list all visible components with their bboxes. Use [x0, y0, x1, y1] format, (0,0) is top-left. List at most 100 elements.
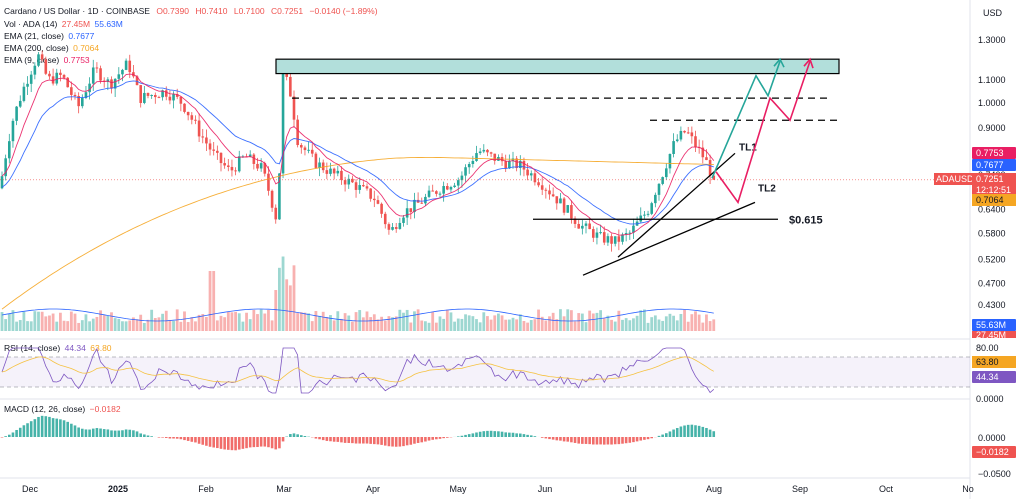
volume-bar: [142, 322, 146, 331]
volume-bar: [77, 322, 81, 331]
macd-histogram-bar: [91, 428, 95, 437]
volume-bar: [22, 311, 26, 331]
macd-histogram-bar: [73, 425, 77, 437]
volume-bar: [318, 315, 321, 331]
volume-bar: [427, 322, 431, 331]
candle-body: [613, 236, 617, 244]
volume-bar: [453, 321, 456, 331]
macd-histogram-bar: [227, 437, 230, 450]
candle-body: [478, 151, 482, 154]
candle-body: [303, 147, 307, 151]
candle-body: [307, 149, 310, 151]
macd-histogram-bar: [456, 436, 460, 437]
volume-bar: [380, 316, 383, 331]
macd-histogram-bar: [106, 429, 110, 437]
candle-body: [657, 183, 661, 195]
macd-histogram-bar: [194, 437, 197, 443]
macd-histogram-bar: [526, 434, 529, 437]
candle-body: [376, 200, 380, 204]
volume-bar: [219, 315, 223, 331]
macd-histogram-bar: [570, 437, 573, 443]
macd-histogram-bar: [51, 418, 55, 437]
volume-bar: [580, 313, 584, 331]
volume-bar: [190, 317, 194, 331]
candle-body: [632, 225, 635, 233]
volume-bar: [464, 314, 467, 331]
volume-bar: [95, 316, 99, 331]
tag-ema21: 0.7677: [976, 160, 1004, 170]
macd-histogram-bar: [424, 437, 427, 442]
candle-body: [259, 163, 263, 169]
candle-body: [526, 169, 529, 176]
candle-body: [617, 236, 621, 242]
trendline-tl2: [582, 201, 756, 276]
candle-body: [267, 173, 270, 191]
volume-bar: [296, 313, 300, 331]
volume-bar: [124, 321, 128, 331]
macd-histogram-bar: [113, 430, 117, 437]
candle-body: [33, 65, 37, 75]
candle-body: [88, 83, 91, 93]
volume-bars: [0, 256, 716, 331]
candles: [0, 50, 716, 252]
red-projection-arrow: [715, 60, 811, 205]
tag-macd-bg: [972, 446, 1016, 458]
macd-histogram-bar: [259, 437, 263, 447]
volume-bar: [566, 309, 570, 331]
volume-bar: [511, 317, 515, 331]
candle-body: [570, 205, 573, 219]
volume-bar: [621, 319, 624, 331]
macd-histogram-bar: [602, 437, 606, 445]
candle-body: [121, 69, 124, 75]
volume-bar: [237, 313, 241, 331]
macd-histogram-bar: [683, 425, 686, 437]
macd-histogram-bar: [467, 434, 471, 437]
macd-histogram-bar: [245, 437, 248, 449]
volume-bar: [467, 315, 471, 331]
volume-bar: [194, 321, 197, 331]
candle-body: [544, 189, 548, 191]
candle-body: [95, 67, 99, 69]
time-tick-label: Apr: [366, 484, 380, 494]
volume-bar: [500, 315, 504, 331]
volume-bar: [383, 320, 387, 331]
ema21-line: [1, 80, 714, 225]
legend-ema21-value: 0.7677: [68, 31, 95, 41]
volume-bar: [573, 321, 577, 331]
tag-ema200-bg: [972, 194, 1016, 206]
macd-histogram-bar: [486, 430, 489, 437]
volume-bar: [354, 312, 358, 331]
macd-histogram-bar: [186, 437, 190, 441]
volume-bar: [135, 319, 139, 331]
macd-histogram-bar: [201, 437, 205, 445]
macd-histogram-bar: [376, 437, 380, 445]
macd-histogram-bar: [413, 437, 416, 444]
macd-histogram-bar: [643, 437, 646, 440]
tag-countdown: 12:12:51: [976, 185, 1011, 195]
candle-body: [643, 214, 646, 216]
candle-body: [70, 87, 73, 95]
volume-bar: [274, 290, 278, 331]
macd-histogram-bar: [668, 431, 672, 437]
macd-histogram-bar: [300, 435, 303, 437]
rsi-value: 44.34: [64, 343, 86, 353]
volume-bar: [245, 312, 248, 331]
time-tick-label: Oct: [879, 484, 894, 494]
legend-ema9-label: EMA (9, close): [4, 55, 60, 65]
candle-body: [435, 191, 438, 194]
volume-bar: [48, 315, 51, 331]
candle-body: [493, 153, 497, 161]
volume-bar: [259, 309, 263, 331]
volume-bar: [292, 265, 296, 331]
volume-bar: [683, 309, 686, 331]
macd-histogram-bar: [548, 437, 551, 440]
volume-bar: [515, 319, 519, 331]
macd-histogram-bar: [124, 429, 128, 437]
volume-bar: [117, 318, 121, 331]
candle-body: [456, 180, 460, 186]
volume-bar: [405, 309, 409, 331]
volume-bar: [489, 319, 493, 331]
macd-histogram-bar: [347, 437, 351, 443]
candle-body: [340, 170, 343, 181]
